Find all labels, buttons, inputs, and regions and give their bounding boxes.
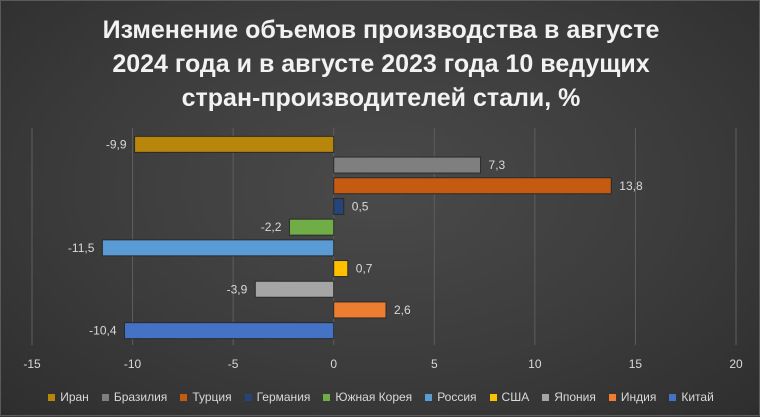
legend-item: Япония xyxy=(542,390,596,404)
legend-swatch xyxy=(489,393,497,401)
x-tick-label: 5 xyxy=(431,357,438,371)
value-label: 0,5 xyxy=(352,199,369,213)
legend-swatch xyxy=(180,393,188,401)
legend-item: Южная Корея xyxy=(323,390,412,404)
legend-item: США xyxy=(489,390,530,404)
chart-title: Изменение объемов производства в августе… xyxy=(1,13,760,115)
value-label: -9,9 xyxy=(106,137,127,151)
x-tick-label: -10 xyxy=(124,357,142,371)
bar-Германия xyxy=(333,197,345,215)
legend-label: Южная Корея xyxy=(335,390,413,404)
chart-title-line-1: Изменение объемов производства в августе xyxy=(102,16,660,44)
bar-Турция xyxy=(333,177,612,195)
value-label: 2,6 xyxy=(394,303,411,317)
legend-swatch xyxy=(608,393,616,401)
legend-item: Бразилия xyxy=(101,390,168,404)
legend-item: Турция xyxy=(180,390,232,404)
x-tick-label: -5 xyxy=(228,357,239,371)
bar-Россия xyxy=(101,239,335,257)
legend-item: Иран xyxy=(48,390,89,404)
legend-label: Индия xyxy=(620,390,657,404)
legend-swatch xyxy=(323,393,331,401)
legend-label: Турция xyxy=(192,390,232,404)
x-tick-label: 20 xyxy=(729,357,743,371)
legend-label: Германия xyxy=(256,390,311,404)
legend-swatch xyxy=(101,393,109,401)
bar-Бразилия xyxy=(333,156,482,174)
legend-label: Китай xyxy=(681,390,714,404)
chart-title-line-3: стран-производителей стали, % xyxy=(181,84,581,112)
bar-Южная Корея xyxy=(288,218,335,236)
bar-Иран xyxy=(134,135,335,153)
legend-item: Россия xyxy=(425,390,477,404)
value-label: -11,5 xyxy=(68,241,95,255)
legend-item: Германия xyxy=(244,390,311,404)
bar-Индия xyxy=(333,301,387,319)
legend-swatch xyxy=(669,393,677,401)
legend-label: США xyxy=(501,390,530,404)
legend-swatch xyxy=(244,393,252,401)
legend-item: Индия xyxy=(608,390,657,404)
value-label: 13,8 xyxy=(619,179,643,193)
value-label: -2,2 xyxy=(261,220,282,234)
legend-swatch xyxy=(425,393,433,401)
x-tick-label: 15 xyxy=(629,357,643,371)
legend-label: Россия xyxy=(437,390,477,404)
value-label: -10,4 xyxy=(89,324,117,338)
x-tick-label: 0 xyxy=(330,357,337,371)
chart-title-line-2: 2024 года и в августе 2023 года 10 ведущ… xyxy=(112,50,650,78)
value-label: -3,9 xyxy=(227,282,248,296)
legend-item: Китай xyxy=(669,390,714,404)
legend-swatch xyxy=(48,393,56,401)
value-label: 0,7 xyxy=(356,262,373,276)
legend-label: Иран xyxy=(60,390,89,404)
x-tick-label: -15 xyxy=(23,357,41,371)
legend-swatch xyxy=(542,393,550,401)
legend-label: Бразилия xyxy=(113,390,168,404)
bar-США xyxy=(333,260,349,278)
bar-Китай xyxy=(124,322,335,340)
value-label: 7,3 xyxy=(489,158,506,172)
legend-label: Япония xyxy=(554,390,596,404)
bar-Япония xyxy=(254,280,335,298)
x-tick-label: 10 xyxy=(528,357,542,371)
legend: Иран Бразилия Турция Германия Южная Корея Рос… xyxy=(1,387,760,407)
